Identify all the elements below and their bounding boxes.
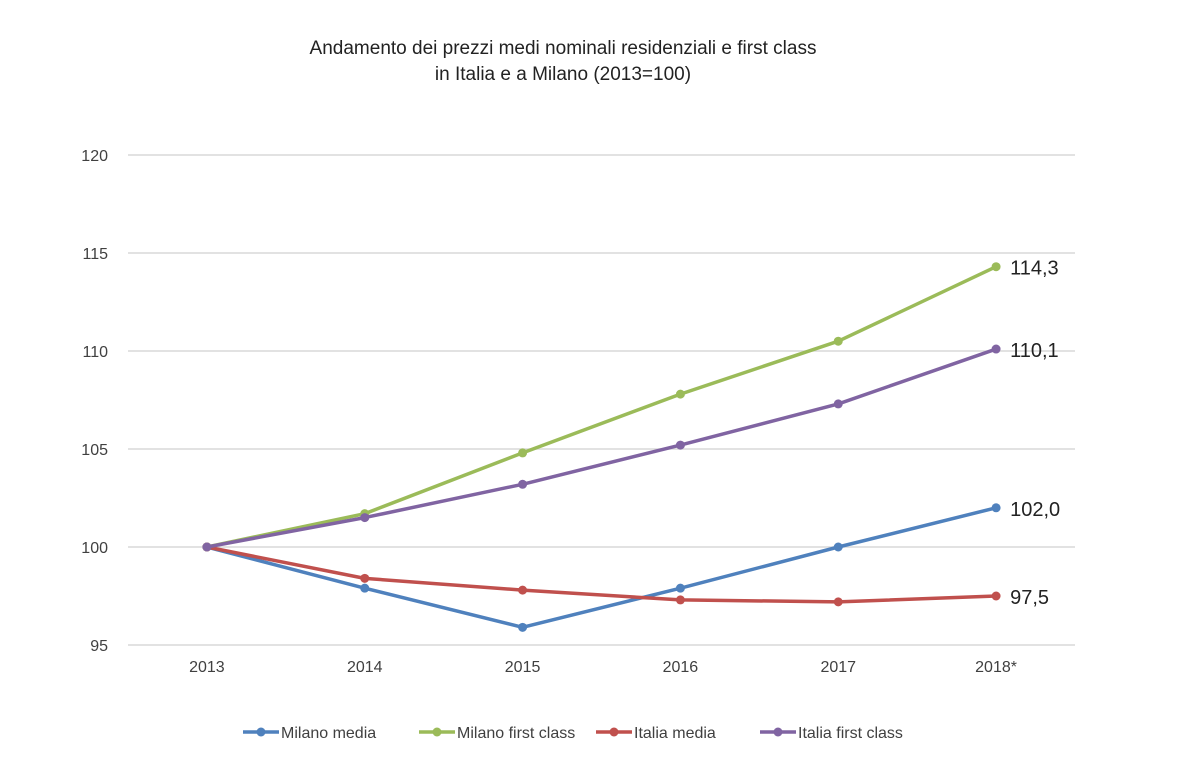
y-tick-label: 95 bbox=[90, 638, 108, 655]
series-line bbox=[206, 506, 997, 630]
legend-marker bbox=[432, 727, 442, 737]
data-point bbox=[991, 503, 1001, 513]
legend-item: Milano media bbox=[243, 725, 376, 742]
series-milano-first-class: 114,3 bbox=[202, 258, 1059, 552]
data-point bbox=[518, 448, 528, 458]
series-milano-media: 102,0 bbox=[202, 499, 1060, 632]
data-label: 97,5 bbox=[1010, 587, 1049, 609]
data-point bbox=[360, 513, 370, 523]
legend-item: Milano first class bbox=[419, 725, 575, 742]
series-line bbox=[206, 347, 997, 549]
data-point bbox=[675, 440, 685, 450]
data-point bbox=[833, 336, 843, 346]
legend-marker bbox=[773, 727, 783, 737]
legend-item: Italia media bbox=[596, 725, 716, 742]
data-point bbox=[675, 389, 685, 399]
data-point bbox=[518, 622, 528, 632]
y-tick-label: 120 bbox=[81, 148, 108, 165]
y-tick-label: 100 bbox=[81, 540, 108, 557]
chart-title-line-1: Andamento dei prezzi medi nominali resid… bbox=[310, 38, 817, 59]
series-italia-media: 97,5 bbox=[202, 542, 1049, 609]
x-tick-label: 2014 bbox=[347, 659, 383, 676]
data-point bbox=[518, 479, 528, 489]
series-line bbox=[206, 545, 997, 604]
y-tick-label: 105 bbox=[81, 442, 108, 459]
data-point bbox=[202, 542, 212, 552]
data-label: 114,3 bbox=[1010, 258, 1059, 280]
data-point bbox=[991, 344, 1001, 354]
x-tick-label: 2013 bbox=[189, 659, 225, 676]
data-point bbox=[360, 573, 370, 583]
legend-label: Italia first class bbox=[798, 725, 903, 742]
legend-label: Milano media bbox=[281, 725, 376, 742]
data-point bbox=[833, 542, 843, 552]
data-label: 110,1 bbox=[1010, 340, 1059, 362]
data-point bbox=[518, 585, 528, 595]
data-point bbox=[991, 591, 1001, 601]
legend-marker bbox=[609, 727, 619, 737]
legend-label: Italia media bbox=[634, 725, 716, 742]
y-tick-label: 110 bbox=[82, 344, 108, 361]
x-tick-label: 2016 bbox=[663, 659, 699, 676]
x-tick-label: 2018* bbox=[975, 659, 1017, 676]
series-italia-first-class: 110,1 bbox=[202, 340, 1059, 552]
series-line bbox=[206, 265, 997, 549]
x-tick-label: 2017 bbox=[820, 659, 856, 676]
x-tick-label: 2015 bbox=[505, 659, 541, 676]
data-point bbox=[833, 399, 843, 409]
legend-marker bbox=[256, 727, 266, 737]
data-point bbox=[360, 583, 370, 593]
data-point bbox=[991, 262, 1001, 272]
data-point bbox=[675, 583, 685, 593]
data-label: 102,0 bbox=[1010, 499, 1060, 521]
chart-title-line-2: in Italia e a Milano (2013=100) bbox=[435, 64, 691, 85]
data-point bbox=[675, 595, 685, 605]
legend-item: Italia first class bbox=[760, 725, 903, 742]
data-point bbox=[833, 597, 843, 607]
legend-label: Milano first class bbox=[457, 725, 575, 742]
y-tick-label: 115 bbox=[82, 246, 108, 263]
